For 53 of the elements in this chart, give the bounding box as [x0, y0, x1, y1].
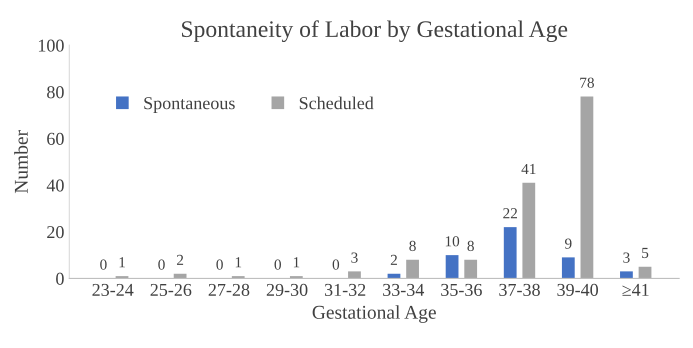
y-tick-label: 80 [47, 86, 64, 98]
data-label: 9 [564, 238, 572, 249]
data-label: 10 [446, 236, 460, 246]
data-label: 1 [120, 257, 125, 268]
data-label: 41 [521, 164, 536, 174]
x-tick-label: 23-24 [92, 284, 134, 296]
bar [406, 260, 419, 278]
data-label: 3 [623, 252, 630, 263]
data-label: 3 [351, 252, 358, 263]
data-label: 1 [294, 257, 300, 268]
bar [620, 271, 633, 278]
bar [174, 274, 187, 278]
data-label: 1 [236, 257, 242, 268]
data-label: 78 [580, 78, 594, 88]
x-tick-label: 25-26 [150, 284, 192, 296]
x-tick-label: 27-28 [208, 284, 250, 296]
x-tick-label: ≥41 [622, 284, 649, 296]
y-tick-label: 60 [47, 132, 64, 145]
data-label: 0 [216, 259, 223, 270]
data-label: 2 [176, 254, 184, 265]
x-tick-label: 33-34 [383, 284, 424, 296]
bar [464, 260, 478, 278]
bar [388, 274, 400, 278]
y-tick-label: 0 [56, 272, 64, 285]
data-label: 0 [100, 259, 107, 270]
chart-title: Spontaneity of Labor by Gestational Age [182, 20, 568, 42]
bar [348, 271, 361, 278]
x-tick-label: 35-36 [441, 284, 482, 296]
bar [522, 182, 536, 278]
y-axis-title: Number [14, 130, 28, 194]
data-label: 0 [274, 259, 281, 270]
x-tick-label: 37-38 [499, 284, 540, 296]
bar [562, 257, 575, 278]
bar [446, 255, 458, 278]
data-label: 8 [467, 240, 474, 252]
data-label: 0 [332, 259, 340, 270]
data-label: 5 [642, 248, 648, 258]
bar [580, 96, 594, 278]
x-tick-label: 31-32 [324, 284, 366, 296]
data-label: 8 [409, 240, 416, 252]
y-tick-label: 20 [47, 226, 64, 238]
bar [638, 266, 652, 278]
x-axis-title: Gestational Age [312, 305, 436, 323]
x-tick-label: 29-30 [266, 284, 308, 296]
bar [504, 227, 517, 278]
data-label: 0 [158, 259, 165, 270]
data-label: 22 [503, 208, 517, 218]
legend-label: Spontaneous [144, 97, 235, 113]
y-tick-label: 100 [38, 39, 64, 52]
y-tick-label: 40 [46, 179, 64, 192]
data-label: 2 [390, 254, 397, 265]
legend-label: Scheduled [300, 96, 374, 110]
x-tick-label: 39-40 [557, 284, 598, 296]
